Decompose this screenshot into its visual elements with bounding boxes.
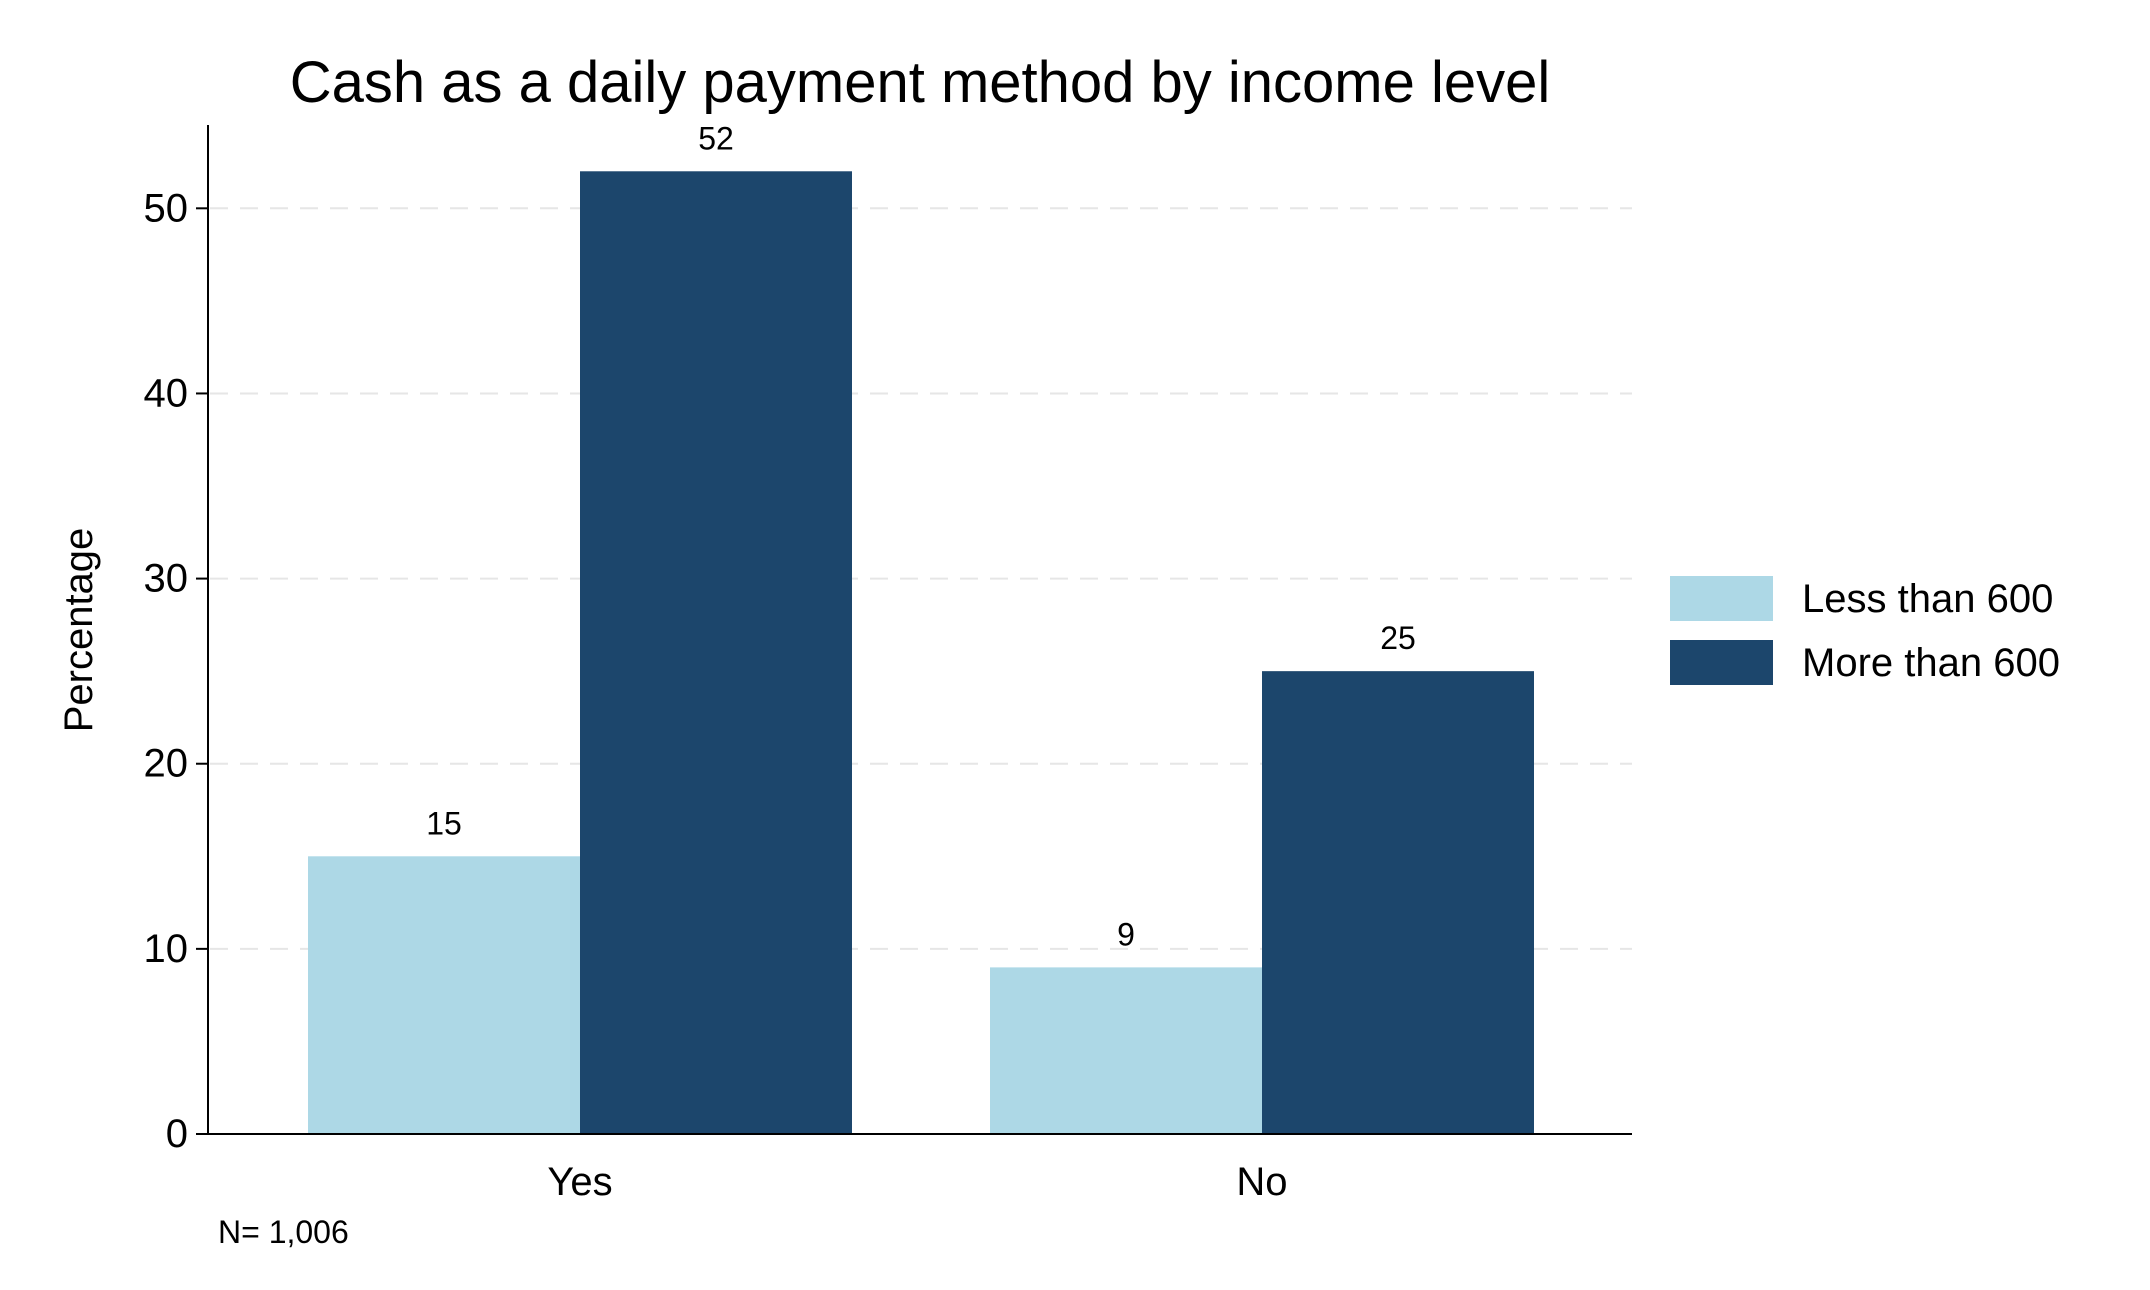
legend-label: More than 600 [1802,641,2060,685]
sample-size-note: N= 1,006 [218,1214,349,1250]
bar-value-label: 9 [1117,916,1135,952]
bars [308,171,1534,1134]
bar-value-label: 25 [1380,620,1416,656]
x-category-label: No [1236,1160,1287,1204]
y-tick-label: 30 [144,557,189,601]
bar [308,856,580,1134]
legend-swatch [1670,576,1773,621]
bar [1262,671,1534,1134]
y-tick-label: 0 [166,1112,188,1156]
x-axis-categories: Yes No [547,1160,1287,1204]
bar-value-label: 52 [698,120,734,156]
y-axis-ticks: 0 10 20 30 40 50 [144,186,208,1156]
legend-swatch [1670,640,1773,685]
bar [580,171,852,1134]
y-tick-label: 20 [144,742,189,786]
y-tick-label: 40 [144,371,189,415]
y-axis-label: Percentage [57,528,101,733]
legend: Less than 600 More than 600 [1670,576,2060,685]
chart-title: Cash as a daily payment method by income… [290,50,1551,115]
y-tick-label: 10 [144,927,189,971]
legend-label: Less than 600 [1802,577,2053,621]
bar-value-label: 15 [426,805,462,841]
bar [990,967,1262,1134]
x-category-label: Yes [547,1160,612,1204]
data-labels: 15 52 9 25 [426,120,1416,952]
y-tick-label: 50 [144,186,189,230]
